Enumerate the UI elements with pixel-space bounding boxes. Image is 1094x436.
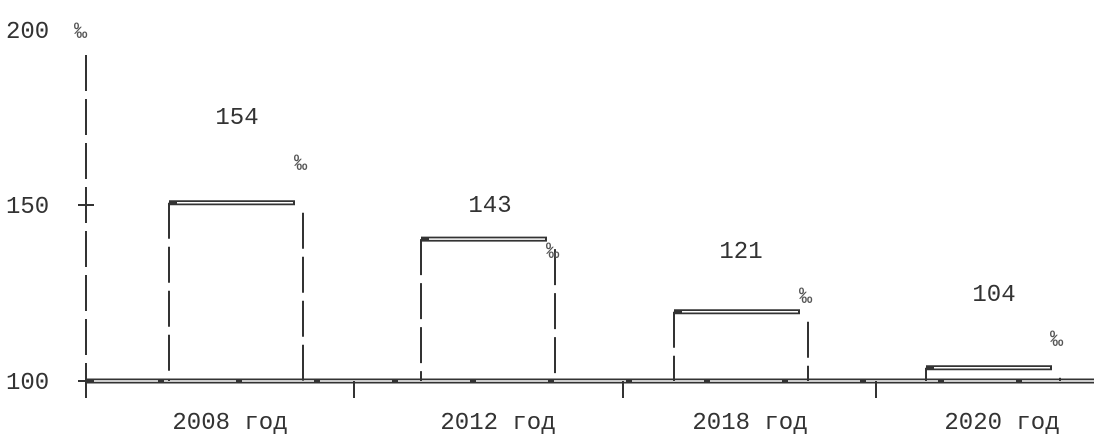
data-label: 121 <box>719 239 762 266</box>
data-label: 104 <box>972 282 1015 309</box>
permille-mark: ‰ <box>1050 328 1064 353</box>
permille-markers: ‰ ‰ ‰ ‰ <box>294 152 1064 353</box>
bar <box>673 309 809 381</box>
y-axis-unit: ‰ <box>74 20 88 45</box>
data-label: 154 <box>215 105 258 132</box>
bar-series <box>168 200 1061 381</box>
bar <box>420 236 556 381</box>
data-labels: 154 143 121 104 <box>215 105 1015 309</box>
y-tick-label-100: 100 <box>6 370 49 397</box>
y-tick-label-150: 150 <box>6 194 49 221</box>
permille-mark: ‰ <box>294 152 308 177</box>
bar <box>925 365 1061 381</box>
data-label: 143 <box>468 193 511 220</box>
y-tick-label-200: 200 <box>6 19 49 46</box>
x-tick-label: 2018 год <box>692 410 807 436</box>
x-tick-label: 2012 год <box>440 410 555 436</box>
permille-mark: ‰ <box>546 240 560 265</box>
x-tick-label: 2008 год <box>172 410 287 436</box>
permille-mark: ‰ <box>799 285 813 310</box>
bar <box>168 200 304 381</box>
x-tick-label: 2020 год <box>944 410 1059 436</box>
x-axis-labels: 2008 год 2012 год 2018 год 2020 год <box>172 410 1059 436</box>
y-axis-ticks: 200 ‰ 150 100 <box>6 19 94 397</box>
x-axis-ticks <box>85 381 877 398</box>
